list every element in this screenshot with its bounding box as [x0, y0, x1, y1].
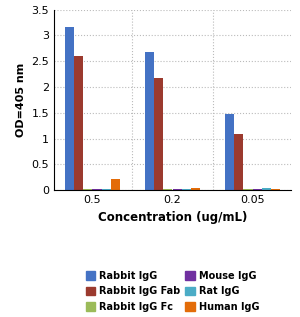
Bar: [262, 188, 271, 190]
Bar: [74, 56, 83, 190]
Bar: [111, 179, 120, 190]
Bar: [145, 52, 154, 190]
Bar: [253, 189, 262, 190]
Bar: [234, 134, 243, 190]
Y-axis label: OD=405 nm: OD=405 nm: [16, 63, 26, 137]
Bar: [191, 188, 200, 190]
Bar: [225, 114, 234, 190]
Bar: [65, 27, 74, 190]
Legend: Rabbit IgG, Rabbit IgG Fab, Rabbit IgG Fc, Mouse IgG, Rat IgG, Human IgG: Rabbit IgG, Rabbit IgG Fab, Rabbit IgG F…: [85, 271, 260, 312]
Bar: [172, 189, 182, 190]
X-axis label: Concentration (ug/mL): Concentration (ug/mL): [98, 210, 247, 223]
Bar: [154, 78, 163, 190]
